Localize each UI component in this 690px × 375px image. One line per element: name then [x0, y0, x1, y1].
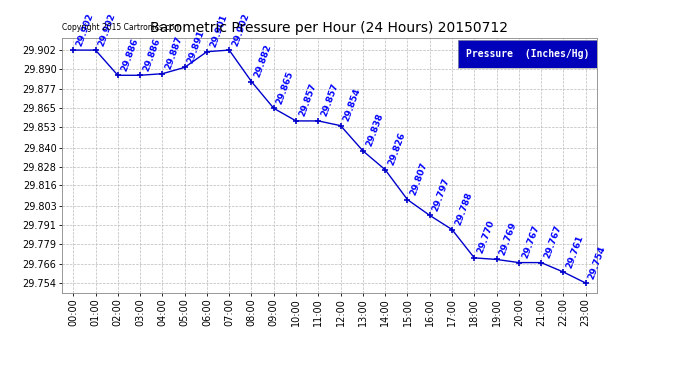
Text: 29.857: 29.857 — [319, 82, 340, 118]
Text: 29.754: 29.754 — [587, 244, 607, 280]
Text: 29.865: 29.865 — [275, 70, 295, 105]
Text: 29.887: 29.887 — [164, 35, 184, 71]
Text: 29.882: 29.882 — [253, 43, 273, 79]
Text: 29.770: 29.770 — [475, 219, 496, 255]
Text: 29.769: 29.769 — [498, 221, 518, 256]
Text: 29.767: 29.767 — [542, 224, 563, 260]
Text: Copyright 2015 Cartronics.com: Copyright 2015 Cartronics.com — [62, 23, 181, 32]
Text: 29.886: 29.886 — [141, 37, 162, 72]
Title: Barometric Pressure per Hour (24 Hours) 20150712: Barometric Pressure per Hour (24 Hours) … — [150, 21, 509, 35]
Text: 29.902: 29.902 — [230, 12, 251, 47]
Text: 29.797: 29.797 — [431, 177, 451, 213]
Text: 29.891: 29.891 — [186, 29, 206, 64]
Text: 29.788: 29.788 — [453, 191, 474, 227]
Text: 29.826: 29.826 — [386, 131, 407, 167]
Text: 29.857: 29.857 — [297, 82, 318, 118]
Text: 29.902: 29.902 — [75, 12, 95, 47]
Text: 29.886: 29.886 — [119, 37, 139, 72]
Text: 29.838: 29.838 — [364, 112, 384, 148]
Text: 29.767: 29.767 — [520, 224, 541, 260]
Text: 29.761: 29.761 — [565, 233, 585, 269]
Text: 29.902: 29.902 — [97, 12, 117, 47]
Text: 29.807: 29.807 — [409, 161, 429, 197]
Text: 29.901: 29.901 — [208, 13, 228, 49]
Text: 29.854: 29.854 — [342, 87, 362, 123]
